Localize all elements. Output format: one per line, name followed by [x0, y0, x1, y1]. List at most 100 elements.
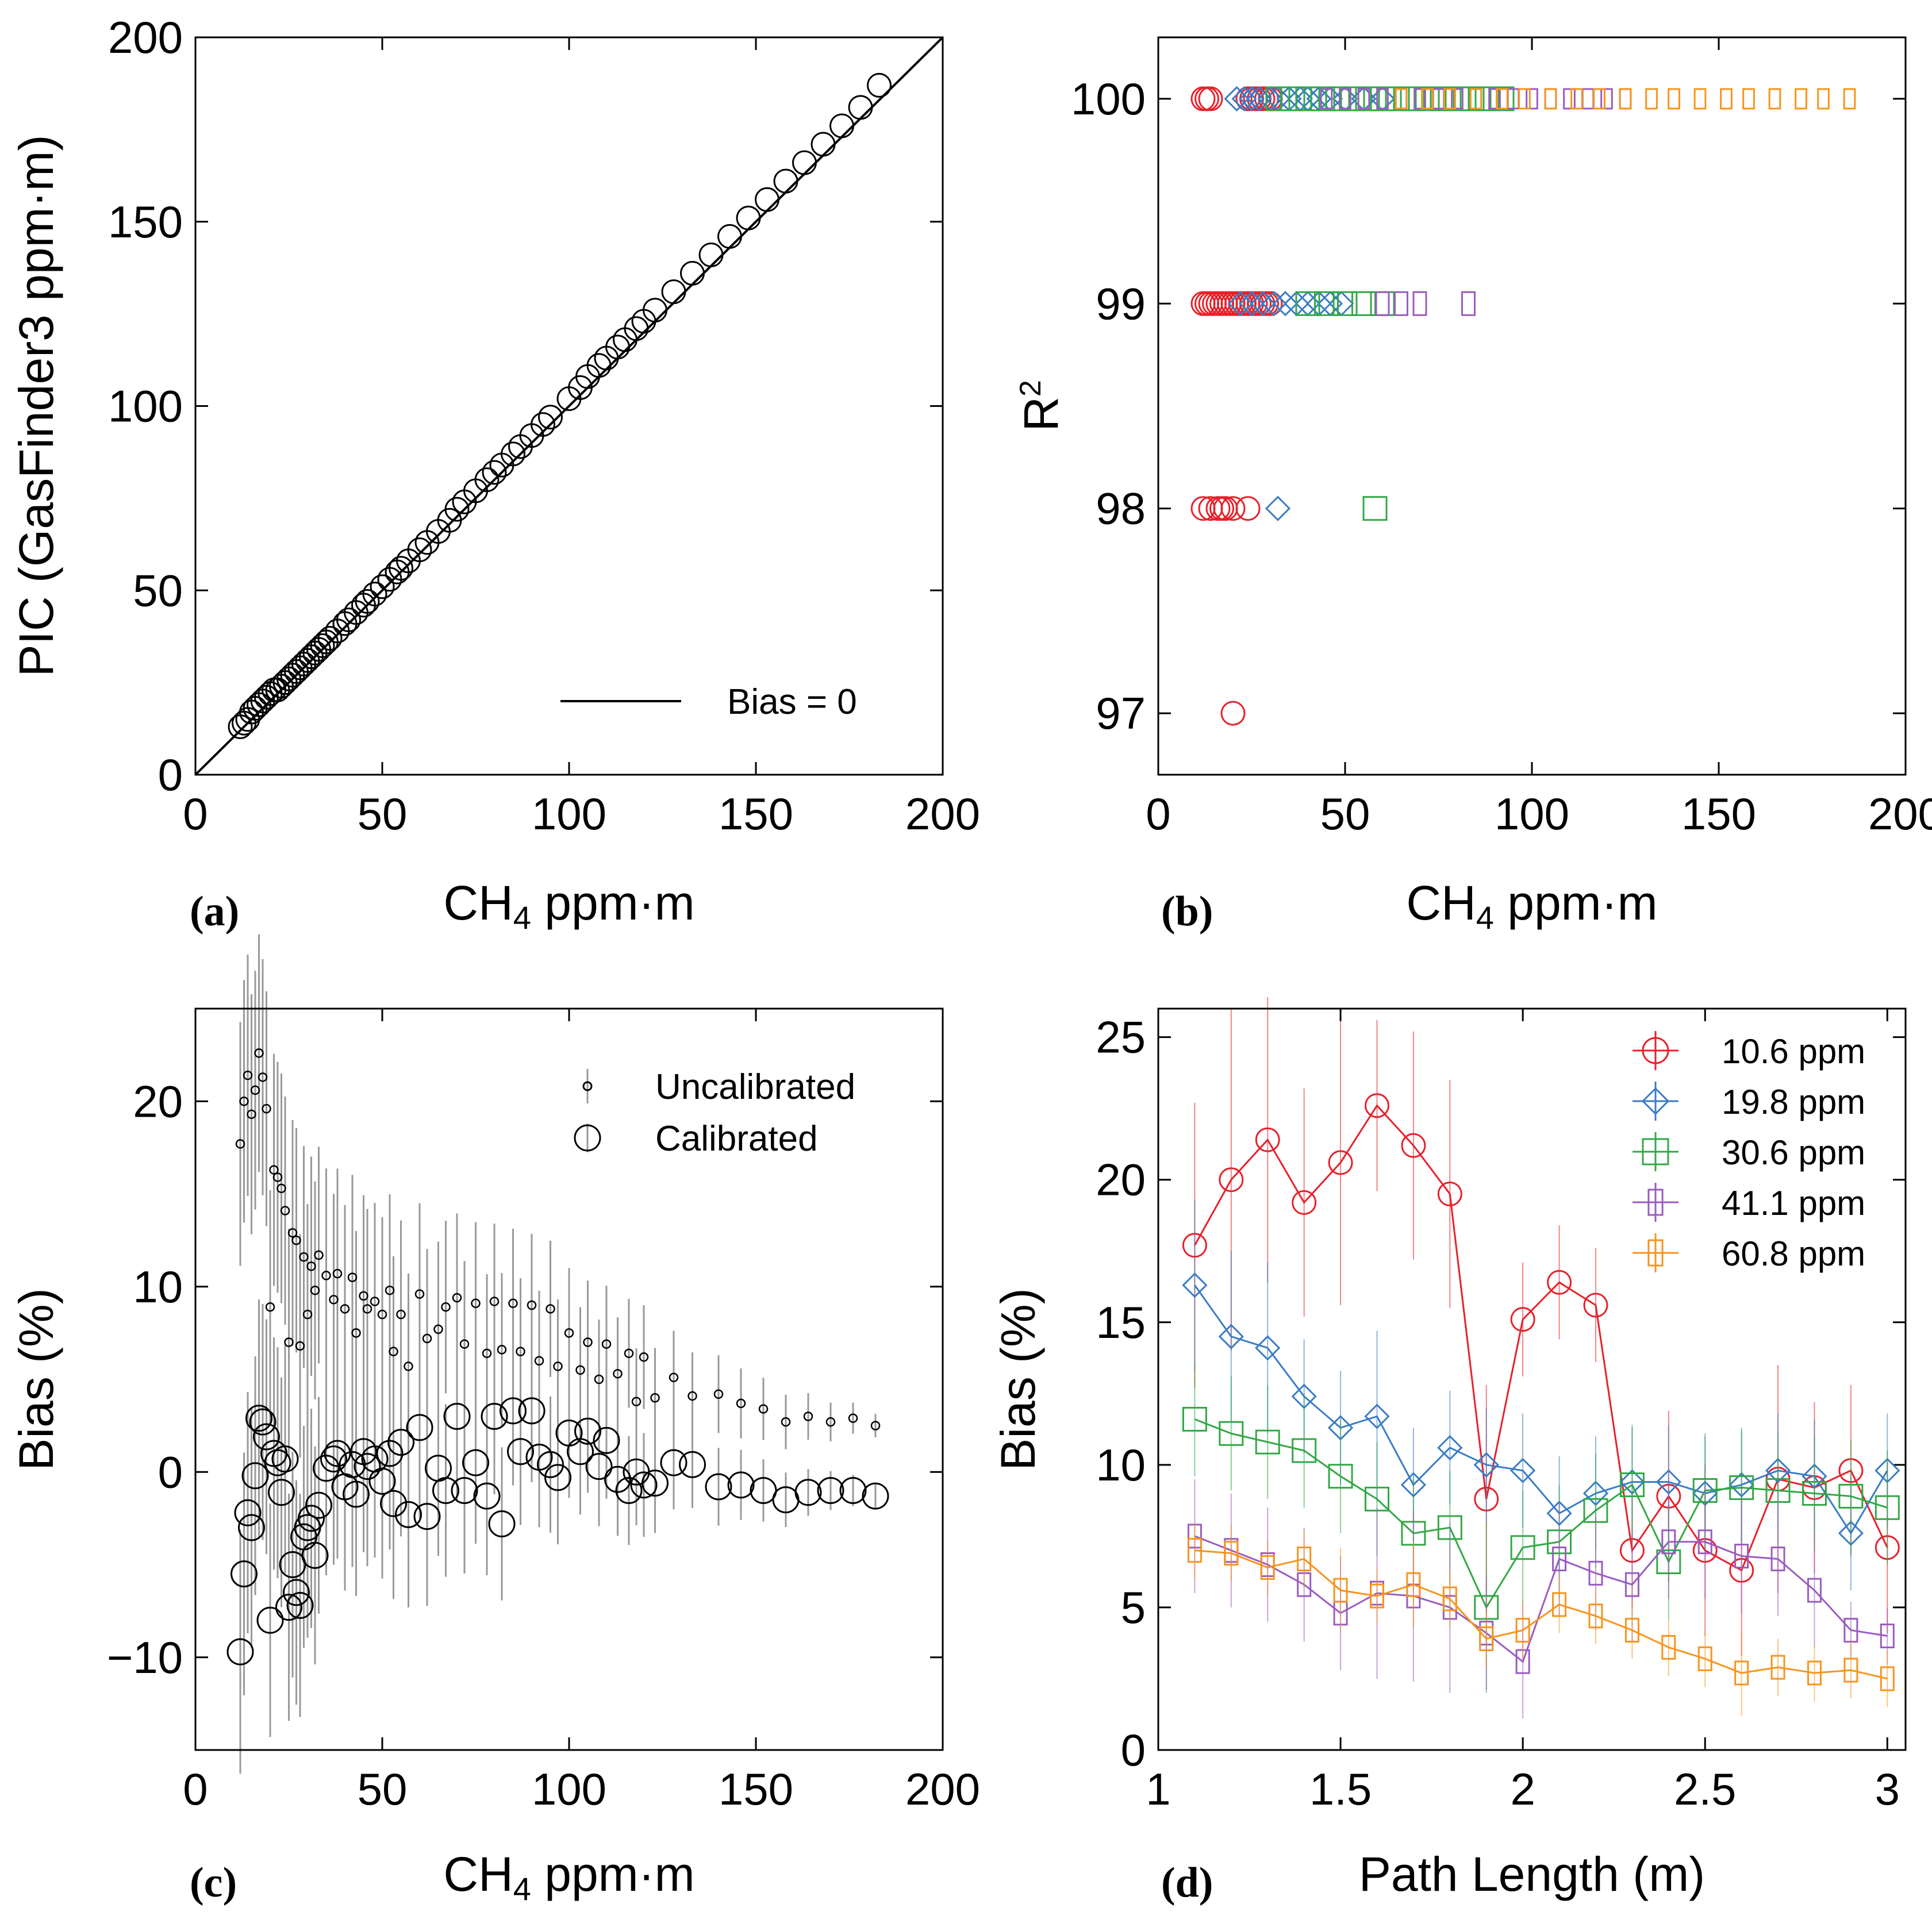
plot-b-point-ppm30 [1325, 86, 1350, 111]
plot-c-calibrated-point [305, 1491, 332, 1519]
plot-d-point-ppm19 [1437, 1434, 1463, 1461]
plot-a-point [531, 412, 555, 437]
plot-b-point-ppm60 [1496, 88, 1508, 110]
plot-c-calibrated-point [705, 1473, 732, 1501]
plot-c-uncalibrated-point [396, 1309, 406, 1320]
plot-b-point-ppm30 [1332, 291, 1358, 316]
plot-c-uncalibrated-point [414, 1289, 425, 1299]
plot-d-point-ppm41 [1880, 1624, 1895, 1649]
plot-d-point-ppm41 [1588, 1560, 1603, 1586]
plot-c-uncalibrated-point [497, 1345, 507, 1355]
plot-d-legend-label: 19.8 ppm [1722, 1083, 1865, 1121]
plot-a-point [848, 95, 873, 120]
plot-b-point-ppm10 [1258, 291, 1283, 316]
plot-a-xlabel: CH4 ppm·m [443, 876, 694, 936]
plot-d-point-ppm60 [1734, 1660, 1749, 1686]
plot-c-xtick-label: 200 [905, 1764, 980, 1814]
plot-a-point [355, 589, 380, 614]
plot-b-point-ppm60 [1421, 88, 1434, 110]
plot-c-uncalibrated-point [310, 1285, 320, 1295]
plot-b-point-ppm30 [1474, 86, 1500, 111]
plot-d-point-ppm60 [1880, 1666, 1895, 1691]
plot-c-ytick-label: 0 [158, 1447, 183, 1497]
plot-c-uncalibrated-point [243, 1070, 253, 1080]
plot-c-uncalibrated-point [781, 1417, 791, 1427]
plot-b-point-ppm30 [1415, 86, 1440, 111]
plot-c-calibrated-point [839, 1477, 867, 1504]
plot-c-uncalibrated-point [370, 1297, 380, 1306]
plot-c-uncalibrated-point [362, 1304, 372, 1314]
plot-c-calibrated-point [343, 1480, 370, 1508]
plot-c-xtick-label: 0 [183, 1764, 208, 1814]
plot-d-legend-marker-ppm60 [1647, 1239, 1664, 1267]
plot-c-xtick-label: 50 [358, 1764, 408, 1814]
plot-c-calibrated-point [544, 1464, 571, 1491]
plot-c-uncalibrated-point [314, 1250, 324, 1260]
plot-b-point-ppm41 [1339, 88, 1351, 110]
plot-c-uncalibrated-point [870, 1421, 881, 1430]
plot-a-point [792, 150, 817, 175]
plot-c-uncalibrated-point [329, 1295, 339, 1305]
plot-c-uncalibrated-point [247, 1109, 256, 1120]
plot-d-xtick-label: 2 [1510, 1764, 1535, 1814]
plot-b-point-ppm19 [1227, 291, 1254, 317]
plot-c-uncalibrated-point [265, 1302, 275, 1312]
plot-c-ytick-label: −10 [107, 1632, 183, 1683]
plot-b-point-ppm19 [1261, 291, 1287, 317]
plot-c-calibrated-point [443, 1403, 471, 1430]
plot-d-point-ppm60 [1297, 1547, 1312, 1572]
plot-c-xtick-label: 100 [532, 1764, 606, 1814]
plot-d-point-ppm60 [1406, 1572, 1421, 1597]
plot-b-point-ppm41 [1320, 88, 1333, 110]
plot-c-calibrated-point [253, 1423, 280, 1451]
plot-b-point-ppm60 [1544, 88, 1557, 110]
plot-d-point-ppm60 [1770, 1655, 1785, 1680]
plot-a-xtick-label: 0 [183, 789, 208, 839]
plot-a-point [389, 556, 413, 581]
plot-d-point-ppm19 [1364, 1403, 1390, 1429]
plot-d-area: 1 1.5 2 2.5 3 0 5 10 15 20 25 [1096, 997, 1906, 1814]
plot-b-point-ppm41 [1526, 88, 1538, 110]
plot-b-point-ppm60 [1693, 88, 1707, 110]
plot-d-point-ppm30 [1510, 1535, 1535, 1560]
plot-c-uncalibrated-point [482, 1348, 492, 1359]
plot-b-xtick-label: 50 [1320, 789, 1370, 839]
plot-d-point-ppm10 [1547, 1270, 1572, 1295]
plot-b-ytick-label: 98 [1096, 483, 1146, 534]
plot-d-legend-label: 41.1 ppm [1722, 1184, 1865, 1222]
plot-c-uncalibrated-point [250, 1085, 260, 1095]
plot-c-calibrated-point [376, 1440, 404, 1467]
plot-c-uncalibrated-point [713, 1389, 724, 1399]
plot-c-calibrated-point [226, 1638, 254, 1666]
plot-d-ytick-label: 5 [1121, 1582, 1146, 1633]
plot-d-point-ppm41 [1624, 1572, 1639, 1597]
plot-c-uncalibrated-point [276, 1183, 286, 1194]
plot-b-point-ppm41 [1544, 88, 1557, 110]
plot-c-calibrated-point [354, 1453, 381, 1480]
plot-c-calibrated-point [324, 1440, 351, 1467]
plot-c-calibrated-point [298, 1505, 325, 1532]
plot-b-point-ppm41 [1600, 88, 1613, 110]
plot-b-point-ppm10 [1220, 701, 1246, 726]
plot-c-uncalibrated-point [422, 1333, 432, 1344]
plot-c-uncalibrated-point [340, 1304, 350, 1314]
plot-d-point-ppm60 [1333, 1578, 1348, 1603]
plot-a-ytick-label: 100 [108, 381, 183, 432]
plot-b-point-ppm30 [1340, 86, 1365, 111]
panel-b: 0 50 100 150 200 97 98 99 100 CH4 ppm·m R2 (b) [1014, 36, 1932, 936]
plot-d-legend: 10.6 ppm 19.8 ppm 30.6 ppm 41.1 ppm 60.8 ppm [1633, 1031, 1865, 1273]
plot-d-ytick-label: 20 [1096, 1155, 1146, 1205]
plot-d-legend-label: 60.8 ppm [1722, 1234, 1865, 1273]
plot-c-uncalibrated-point [687, 1391, 697, 1401]
plot-d-point-ppm10 [1255, 1127, 1280, 1152]
plot-d-point-ppm41 [1807, 1578, 1822, 1603]
plot-b-ytick-label: 97 [1096, 688, 1146, 739]
plot-c-calibrated-point [604, 1466, 631, 1493]
plot-c-uncalibrated-point [848, 1413, 858, 1423]
plot-a-point [755, 187, 779, 212]
plot-b-point-ppm30 [1310, 86, 1335, 111]
plot-c-uncalibrated-point [601, 1339, 612, 1349]
plot-b-xtick-label: 0 [1146, 789, 1170, 839]
plot-b-point-ppm10 [1235, 496, 1261, 521]
